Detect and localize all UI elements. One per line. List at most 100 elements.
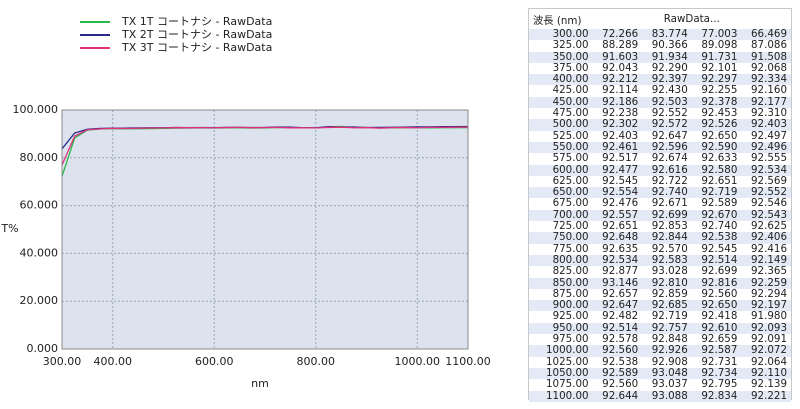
table-cell: 92.064	[750, 355, 787, 368]
legend-label: TX 1T コートナシ - RawData	[121, 15, 272, 28]
table-row: 500.00 92.302 92.572 92.526 92.403	[529, 119, 791, 131]
y-tick-label: 40.000	[20, 246, 59, 259]
table-cell: 1050.00	[529, 367, 593, 380]
table-row: 525.00 92.403 92.647 92.650 92.497	[529, 129, 791, 142]
table-cell: 92.517	[602, 152, 639, 165]
table-cell: 92.572	[642, 119, 692, 131]
table-cell: 92.297	[691, 73, 742, 86]
table-cell: 92.334	[741, 73, 791, 86]
header-cell: 波長 (nm)	[533, 14, 582, 27]
table-row: 725.00 92.651 92.853 92.740 92.625	[529, 220, 791, 233]
table-row: 325.00 88.289 90.366 89.098 87.086	[529, 39, 791, 52]
table-row: 650.00 92.554 92.740 92.719 92.552	[529, 186, 791, 199]
table-cell: 92.461	[592, 141, 643, 154]
table-cell: 89.098	[701, 39, 738, 52]
table-cell: 92.685	[642, 299, 692, 312]
table-cell: 90.366	[651, 39, 688, 52]
table-cell: 93.037	[651, 378, 688, 391]
table-cell: 750.00	[529, 232, 593, 244]
table-cell: 92.671	[651, 197, 688, 210]
table-cell: 92.534	[592, 254, 643, 267]
table-cell: 92.514	[691, 254, 742, 267]
table-cell: 92.212	[592, 73, 643, 86]
table-cell: 92.647	[592, 299, 643, 312]
table-row: 900.00 92.647 92.685 92.650 92.197	[529, 299, 791, 312]
table-cell: 92.647	[651, 129, 688, 142]
table-cell: 92.625	[750, 220, 787, 233]
table-row: 550.00 92.461 92.596 92.590 92.496	[529, 141, 791, 154]
table-row: 825.00 92.877 93.028 92.699 92.365	[529, 265, 791, 277]
table-cell: 92.482	[602, 310, 639, 323]
table-cell: 92.545	[701, 242, 738, 255]
table-cell: 800.00	[529, 254, 593, 267]
table-cell: 92.552	[741, 186, 791, 199]
legend-label: TX 3T コートナシ - RawData	[121, 41, 272, 54]
table-cell: 92.430	[651, 84, 688, 97]
table-cell: 92.546	[750, 197, 787, 210]
table-cell: 92.740	[642, 186, 692, 199]
table-cell: 92.560	[602, 378, 639, 391]
table-cell: 550.00	[529, 141, 593, 154]
table-cell: 350.00	[529, 51, 593, 63]
plot-area	[61, 109, 469, 350]
table-cell: 92.378	[691, 96, 742, 109]
table-cell: 92.670	[691, 209, 742, 222]
table-cell: 92.149	[741, 254, 791, 267]
x-tick-label: 300.00	[43, 355, 82, 368]
table-cell: 92.160	[750, 84, 787, 97]
table-cell: 92.552	[651, 107, 688, 120]
table-cell: 92.476	[602, 197, 639, 210]
table-cell: 92.259	[741, 277, 791, 289]
table-cell: 92.589	[701, 197, 738, 210]
table-cell: 92.091	[750, 333, 787, 346]
table-cell: 92.587	[691, 345, 742, 357]
table-cell: 875.00	[552, 287, 589, 300]
table-cell: 92.657	[602, 287, 639, 300]
table-cell: 900.00	[529, 299, 593, 312]
table-cell: 1025.00	[546, 355, 589, 368]
table-cell: 92.610	[691, 322, 742, 335]
table-cell: 93.088	[642, 390, 692, 402]
table-cell: 92.072	[741, 345, 791, 357]
table-cell: 92.659	[701, 333, 738, 346]
data-table: 波長 (nm) RawData... 300.00 72.266 83.774 77.…	[528, 8, 792, 402]
table-cell: 92.578	[602, 333, 639, 346]
table-cell: 92.848	[651, 333, 688, 346]
table-cell: 850.00	[529, 277, 593, 289]
table-cell: 92.290	[651, 61, 688, 74]
x-axis-label: nm	[251, 377, 269, 390]
table-row: 850.00 93.146 92.810 92.816 92.259	[529, 277, 791, 289]
table-cell: 66.469	[741, 28, 791, 41]
table-cell: 92.859	[651, 287, 688, 300]
table-row: 600.00 92.477 92.616 92.580 92.534	[529, 164, 791, 176]
table-cell: 325.00	[552, 39, 589, 52]
table-cell: 92.674	[651, 152, 688, 165]
table-cell: 92.497	[750, 129, 787, 142]
table-row: 350.00 91.603 91.934 91.731 91.508	[529, 51, 791, 63]
table-cell: 525.00	[552, 129, 589, 142]
table-cell: 650.00	[529, 186, 593, 199]
table-cell: 92.699	[642, 209, 692, 222]
table-cell: 92.514	[592, 322, 643, 335]
x-tick-label: 600.00	[195, 355, 234, 368]
y-tick-label: 60.000	[20, 199, 59, 212]
table-cell: 77.003	[691, 28, 742, 41]
table-cell: 92.795	[701, 378, 738, 391]
table-cell: 92.722	[651, 174, 688, 187]
table-row: 300.00 72.266 83.774 77.003 66.469	[529, 28, 791, 41]
table-cell: 1100.00	[529, 390, 593, 402]
table-cell: 92.538	[691, 232, 742, 244]
table-cell: 92.731	[701, 355, 738, 368]
table-row: 425.00 92.114 92.430 92.255 92.160	[529, 84, 791, 97]
table-cell: 92.310	[750, 107, 787, 120]
table-cell: 675.00	[552, 197, 589, 210]
table-cell: 92.635	[602, 242, 639, 255]
table-cell: 92.294	[750, 287, 787, 300]
table-cell: 91.934	[642, 51, 692, 63]
x-tick-label: 1100.00	[445, 355, 491, 368]
table-cell: 92.650	[691, 299, 742, 312]
table-row: 800.00 92.534 92.583 92.514 92.149	[529, 254, 791, 267]
table-cell: 91.603	[592, 51, 643, 63]
table-cell: 92.114	[602, 84, 639, 97]
table-cell: 92.734	[691, 367, 742, 380]
